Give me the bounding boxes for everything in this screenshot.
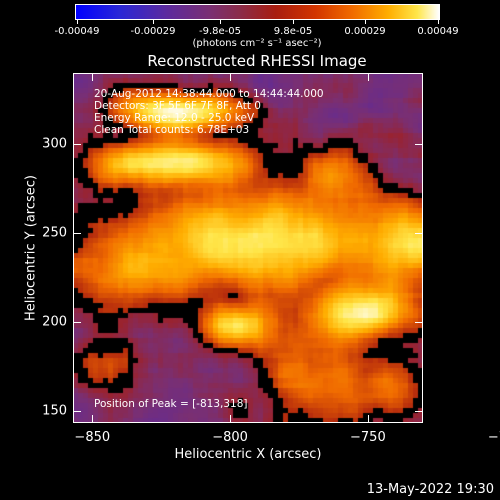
- y-tick-label: 150: [42, 403, 67, 419]
- y-axis-label: Heliocentric Y (arcsec): [23, 175, 39, 321]
- y-tick: [73, 321, 81, 323]
- x-tick-label: −850: [74, 430, 111, 445]
- plot-area: [73, 73, 423, 423]
- plot-frame: [73, 73, 423, 423]
- colorbar-tick-label: 0.00029: [344, 26, 386, 37]
- colorbar-tick-label: -0.00029: [130, 26, 176, 37]
- annotation-peak: Position of Peak = [-813,318]: [94, 398, 248, 410]
- colorbar-tick: [153, 20, 154, 24]
- y-tick: [415, 321, 423, 323]
- y-tick: [415, 410, 423, 412]
- colorbar-tick: [220, 20, 221, 24]
- colorbar-tick-label: 9.8e-05: [273, 26, 313, 37]
- y-tick-label: 250: [42, 225, 67, 241]
- colorbar-tick-label: -0.00049: [54, 26, 100, 37]
- colorbar-tick: [438, 20, 439, 24]
- chart-title: Reconstructed RHESSI Image: [147, 52, 367, 70]
- colorbar-tick-label: -9.8e-05: [199, 26, 241, 37]
- colorbar-tick: [77, 20, 78, 24]
- y-tick: [73, 232, 81, 234]
- y-tick: [73, 410, 81, 412]
- x-tick-label: −800: [212, 430, 248, 445]
- colorbar-tick-label: 0.00049: [417, 26, 459, 37]
- x-tick-label: −750: [350, 430, 386, 445]
- x-tick-label: −700: [487, 430, 500, 445]
- y-tick: [415, 144, 423, 146]
- colorbar: [75, 4, 440, 20]
- x-tick: [230, 73, 232, 81]
- annotation-energy: Energy Range: 12.0 - 25.0 keV: [94, 112, 255, 124]
- annotation-detectors: Detectors: 3F 5F 6F 7F 8F, Att 0: [94, 100, 261, 112]
- x-tick: [92, 73, 94, 81]
- colorbar-tick: [293, 20, 294, 24]
- annotation-clean: Clean Total counts: 6.78E+03: [94, 124, 250, 136]
- y-tick: [415, 232, 423, 234]
- y-tick-label: 300: [42, 136, 67, 152]
- y-tick: [73, 144, 81, 146]
- timestamp: 13-May-2022 19:30: [366, 482, 494, 497]
- x-tick: [367, 415, 369, 423]
- y-tick-label: 200: [42, 314, 67, 330]
- x-tick: [92, 415, 94, 423]
- colorbar-tick: [365, 20, 366, 24]
- heatmap-image: [73, 73, 423, 423]
- x-axis-label: Heliocentric X (arcsec): [174, 447, 322, 462]
- annotation-time-range: 20-Aug-2012 14:38:44.000 to 14:44:44.000: [94, 88, 324, 100]
- x-tick: [367, 73, 369, 81]
- x-tick: [230, 415, 232, 423]
- colorbar-units: (photons cm⁻² s⁻¹ asec⁻²): [192, 38, 322, 49]
